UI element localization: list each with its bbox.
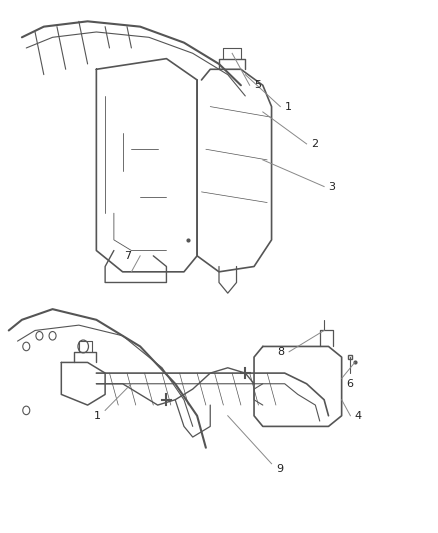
- Text: 6: 6: [346, 379, 353, 389]
- Text: 4: 4: [355, 411, 362, 421]
- Text: 1: 1: [285, 102, 292, 111]
- Text: 2: 2: [311, 139, 318, 149]
- Text: 1: 1: [94, 411, 101, 421]
- Text: 7: 7: [124, 251, 131, 261]
- Text: 3: 3: [328, 182, 336, 191]
- Text: 5: 5: [254, 80, 261, 90]
- Text: 8: 8: [278, 347, 285, 357]
- Text: 9: 9: [276, 464, 283, 474]
